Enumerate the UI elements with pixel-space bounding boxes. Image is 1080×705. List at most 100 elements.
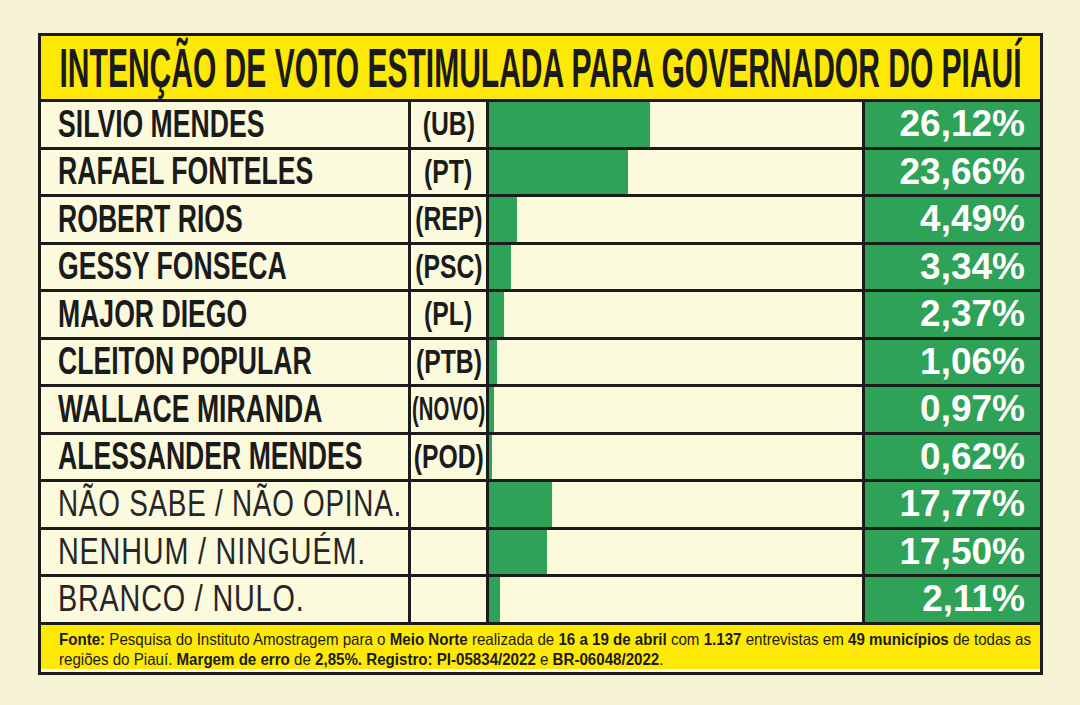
party-cell [408, 577, 489, 622]
table-row: SILVIO MENDES (UB) 26,12% [41, 102, 1040, 150]
percentage-cell: 26,12% [862, 102, 1040, 147]
candidate-name-cell: NENHUM / NINGUÉM. [41, 530, 408, 575]
table-row: MAJOR DIEGO (PL) 2,37% [41, 292, 1040, 340]
party-label: (PTB) [416, 343, 482, 381]
vote-bar [489, 435, 492, 480]
percentage-value: 17,50% [900, 531, 1026, 573]
percentage-cell: 2,11% [862, 577, 1040, 622]
candidate-name-cell: ROBERT RIOS [41, 197, 408, 242]
party-cell: (PL) [408, 292, 489, 337]
page-title: INTENÇÃO DE VOTO ESTIMULADA PARA GOVERNA… [59, 36, 1021, 100]
vote-bar [489, 102, 650, 147]
vote-bar [489, 482, 552, 527]
table-row: GESSY FONSECA (PSC) 3,34% [41, 245, 1040, 293]
candidate-name: ALESSANDER MENDES [58, 435, 362, 478]
table-row: ROBERT RIOS (REP) 4,49% [41, 197, 1040, 245]
percentage-value: 2,37% [920, 293, 1025, 335]
party-cell: (PTB) [408, 340, 489, 385]
party-label: (PT) [424, 153, 472, 191]
vote-bar [489, 387, 494, 432]
percentage-value: 4,49% [920, 198, 1025, 240]
party-label: (UB) [422, 105, 474, 143]
bar-track [489, 150, 862, 195]
percentage-cell: 1,06% [862, 340, 1040, 385]
candidate-name-cell: SILVIO MENDES [41, 102, 408, 147]
bar-track [489, 102, 862, 147]
poll-table: SILVIO MENDES (UB) 26,12% RAFAEL FONTELES (P… [41, 102, 1040, 625]
bar-track [489, 530, 862, 575]
poll-results-board: INTENÇÃO DE VOTO ESTIMULADA PARA GOVERNA… [38, 33, 1043, 675]
candidate-name-cell: RAFAEL FONTELES [41, 150, 408, 195]
candidate-name: MAJOR DIEGO [58, 293, 247, 336]
bar-track [489, 197, 862, 242]
candidate-name: ROBERT RIOS [58, 198, 243, 241]
candidate-name-cell: NÃO SABE / NÃO OPINA. [41, 482, 408, 527]
title-bar: INTENÇÃO DE VOTO ESTIMULADA PARA GOVERNA… [41, 36, 1040, 102]
bar-track [489, 482, 862, 527]
percentage-cell: 17,77% [862, 482, 1040, 527]
candidate-name: BRANCO / NULO. [58, 578, 304, 620]
party-cell: (UB) [408, 102, 489, 147]
percentage-value: 1,06% [920, 341, 1025, 383]
party-label: (PL) [424, 295, 472, 333]
vote-bar [489, 340, 497, 385]
table-row: ALESSANDER MENDES (POD) 0,62% [41, 435, 1040, 483]
percentage-cell: 23,66% [862, 150, 1040, 195]
party-cell: (REP) [408, 197, 489, 242]
percentage-value: 3,34% [920, 246, 1025, 288]
party-cell: (NOVO) [408, 387, 489, 432]
table-row: NÃO SABE / NÃO OPINA. 17,77% [41, 482, 1040, 530]
footer-line: Fonte: Pesquisa do Instituto Amostragem … [59, 629, 1031, 649]
candidate-name: RAFAEL FONTELES [58, 150, 313, 193]
bar-track [489, 387, 862, 432]
bar-track [489, 245, 862, 290]
table-row: WALLACE MIRANDA (NOVO) 0,97% [41, 387, 1040, 435]
party-cell: (PSC) [408, 245, 489, 290]
table-row: NENHUM / NINGUÉM. 17,50% [41, 530, 1040, 578]
percentage-value: 23,66% [900, 151, 1026, 193]
candidate-name: SILVIO MENDES [58, 103, 264, 146]
percentage-cell: 0,62% [862, 435, 1040, 480]
party-label: (POD) [413, 438, 483, 476]
candidate-name-cell: CLEITON POPULAR [41, 340, 408, 385]
percentage-value: 2,11% [922, 578, 1025, 620]
vote-bar [489, 150, 628, 195]
table-row: BRANCO / NULO. 2,11% [41, 577, 1040, 625]
party-cell: (PT) [408, 150, 489, 195]
candidate-name-cell: BRANCO / NULO. [41, 577, 408, 622]
percentage-cell: 17,50% [862, 530, 1040, 575]
percentage-cell: 2,37% [862, 292, 1040, 337]
bar-track [489, 340, 862, 385]
party-label: (NOVO) [412, 390, 485, 428]
footer-line: regiões do Piauí. Margem de erro de 2,85… [59, 649, 663, 669]
bar-track [489, 292, 862, 337]
bar-track [489, 577, 862, 622]
party-label: (REP) [415, 200, 482, 238]
vote-bar [489, 197, 517, 242]
vote-bar [489, 245, 511, 290]
vote-bar [489, 530, 547, 575]
bar-track [489, 435, 862, 480]
vote-bar [489, 292, 504, 337]
candidate-name: WALLACE MIRANDA [58, 388, 323, 431]
percentage-value: 26,12% [900, 103, 1026, 145]
source-footer: Fonte: Pesquisa do Instituto Amostragem … [41, 625, 1040, 669]
table-row: RAFAEL FONTELES (PT) 23,66% [41, 150, 1040, 198]
party-cell [408, 530, 489, 575]
candidate-name-cell: WALLACE MIRANDA [41, 387, 408, 432]
party-cell [408, 482, 489, 527]
percentage-value: 17,77% [900, 483, 1026, 525]
candidate-name: NENHUM / NINGUÉM. [58, 531, 366, 573]
candidate-name: NÃO SABE / NÃO OPINA. [58, 483, 402, 525]
party-cell: (POD) [408, 435, 489, 480]
vote-bar [489, 577, 500, 622]
percentage-value: 0,97% [920, 388, 1025, 430]
percentage-cell: 4,49% [862, 197, 1040, 242]
candidate-name-cell: ALESSANDER MENDES [41, 435, 408, 480]
party-label: (PSC) [415, 248, 482, 286]
candidate-name: CLEITON POPULAR [58, 340, 312, 383]
table-row: CLEITON POPULAR (PTB) 1,06% [41, 340, 1040, 388]
candidate-name: GESSY FONSECA [58, 245, 287, 288]
percentage-cell: 0,97% [862, 387, 1040, 432]
candidate-name-cell: MAJOR DIEGO [41, 292, 408, 337]
